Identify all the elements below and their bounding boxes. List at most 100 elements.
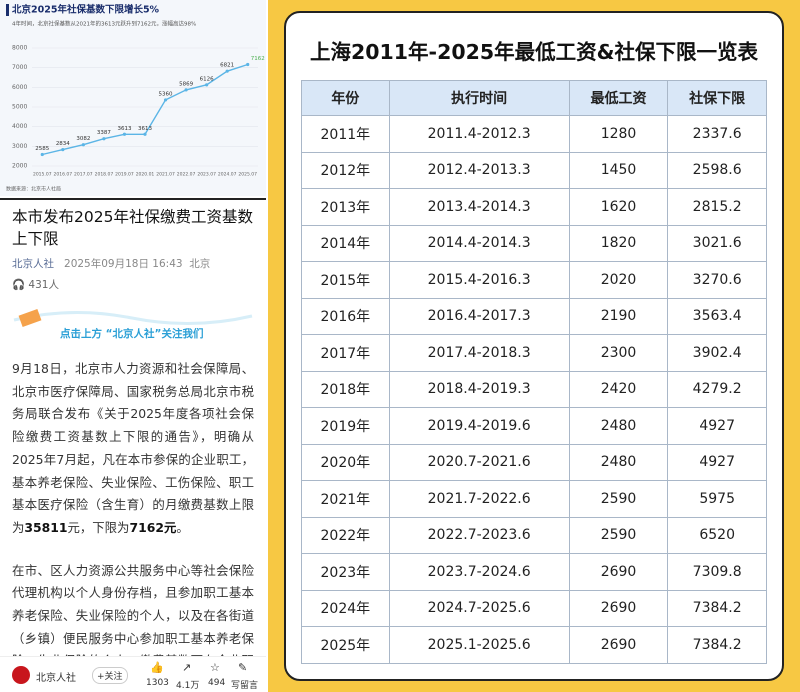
data-label: 2585: [35, 146, 49, 152]
table-cell: 2013年: [301, 188, 390, 226]
follow-button[interactable]: +关注: [92, 667, 128, 684]
table-cell: 2022.7-2023.6: [388, 516, 570, 554]
table-cell: 2300: [568, 334, 669, 372]
table-cell: 2021年: [301, 480, 390, 518]
bold-run: 35811: [24, 519, 68, 535]
table-cell: 2025年: [301, 626, 390, 664]
bold-run: 7162元: [129, 519, 177, 535]
data-label: 3613: [138, 126, 152, 132]
table-cell: 7384.2: [667, 589, 767, 627]
point: [205, 83, 209, 87]
data-label: 3613: [117, 126, 131, 132]
left-panel: 北京2025年社保基数下限增长5% 4年时间，北京社保基数从2021年的3613…: [0, 0, 266, 692]
table-cell: 2014年: [301, 224, 390, 262]
table-row: 2015年 2015.4-2016.3 2020 3270.6: [301, 261, 767, 299]
table: 年份 执行时间 最低工资 社保下限 2011年 2011.4-2012.3 1280 2337…: [301, 80, 767, 664]
y-tick-label: 4000: [12, 123, 27, 130]
table-row: 2019年 2019.4-2019.6 2480 4927: [301, 407, 767, 445]
table-cell: 5975: [667, 480, 767, 518]
table-row: 2021年 2021.7-2022.6 2590 5975: [301, 480, 767, 518]
banner-art: [13, 308, 253, 328]
table-cell: 2022年: [301, 516, 390, 554]
table-cell: 3563.4: [667, 297, 767, 335]
x-tick-label: 2015.07: [33, 172, 52, 178]
comment-button[interactable]: 写留言: [231, 681, 259, 691]
table-cell: 2018.4-2019.3: [388, 370, 570, 408]
paragraph: 在市、区人力资源公共服务中心等社会保险代理机构以个人身份存档，且参加职工基本养老…: [12, 562, 254, 658]
article-title: 本市发布2025年社保缴费工资基数上下限: [12, 208, 253, 248]
table-cell: 3902.4: [667, 334, 767, 372]
table-cell: 2020.7-2021.6: [388, 443, 570, 481]
table-row: 2025年 2025.1-2025.6 2690 7384.2: [301, 626, 767, 664]
chart-subtitle: 4年时间，北京社保基数从2021年的3613元跃升到7162元，涨幅高达98%: [12, 20, 196, 28]
table-cell: 2690: [568, 553, 669, 591]
right-panel: 上海2011年-2025年最低工资&社保下限一览表 年份 执行时间 最低工资 社保下限…: [268, 0, 800, 692]
point: [61, 147, 65, 152]
table-cell: 2019.4-2019.6: [388, 407, 570, 445]
like-count[interactable]: 1303: [146, 678, 169, 688]
table-cell: 1280: [568, 115, 669, 153]
table-row: 2022年 2022.7-2023.6 2590 6520: [301, 516, 767, 554]
favorite-count[interactable]: 494: [208, 678, 226, 688]
x-tick-label: 2025.07: [238, 172, 257, 178]
table-cell: 2024年: [301, 589, 390, 627]
table-cell: 2023.7-2024.6: [388, 553, 570, 591]
table-title: 上海2011年-2025年最低工资&社保下限一览表: [310, 40, 758, 64]
data-label: 7162: [251, 56, 265, 62]
banner: 点击上方 “北京人社”关注我们: [12, 302, 254, 346]
table-cell: 2480: [568, 443, 669, 481]
table-cell: 7309.8: [667, 553, 767, 591]
table-cell: 2024.7-2025.6: [388, 589, 570, 627]
chart-source: 数据来源：北京市人社局: [6, 186, 61, 193]
table-cell: 1620: [568, 188, 669, 226]
table-cell: 6520: [667, 516, 767, 554]
table-cell: 2590: [568, 480, 669, 518]
table-row: 2013年 2013.4-2014.3 1620 2815.2: [301, 188, 767, 226]
y-tick-label: 7000: [12, 64, 27, 71]
text-run: 。: [176, 519, 189, 535]
table-cell: 2016.4-2017.3: [388, 297, 570, 335]
table-cell: 1820: [568, 224, 669, 262]
table-row: 2014年 2014.4-2014.3 1820 3021.6: [301, 224, 767, 262]
article-meta: 北京人社 2025年09月18日 16:43 北京: [12, 256, 254, 271]
listeners: 431人: [28, 279, 59, 291]
data-label: 2834: [56, 141, 70, 147]
paragraph: 9月18日，北京市人力资源和社会保障局、北京市医疗保障局、国家税务总局北京市税务…: [12, 358, 254, 540]
point: [246, 62, 250, 67]
table-row: 2024年 2024.7-2025.6 2690 7384.2: [301, 589, 767, 627]
y-tick-label: 5000: [12, 104, 27, 111]
table-cell: 2014.4-2014.3: [388, 224, 570, 262]
table-cell: 2019年: [301, 407, 390, 445]
banner-text[interactable]: 点击上方 “北京人社”关注我们: [60, 328, 204, 340]
listen-count[interactable]: 🎧 431人: [12, 279, 59, 291]
table-cell: 2690: [568, 626, 669, 664]
icon: ☆: [210, 661, 220, 674]
table-row: 2011年 2011.4-2012.3 1280 2337.6: [301, 115, 767, 153]
x-tick-label: 2017.07: [74, 172, 93, 178]
share-count[interactable]: 4.1万: [176, 681, 200, 691]
data-label: 5869: [179, 81, 193, 87]
author[interactable]: 北京人社: [12, 258, 54, 270]
table-row: 2023年 2023.7-2024.6 2690 7309.8: [301, 553, 767, 591]
avatar[interactable]: [12, 666, 30, 684]
icon: ↗: [182, 661, 192, 674]
x-tick-label: 2016.07: [54, 172, 73, 178]
table-cell: 2012年: [301, 151, 390, 189]
icon: 👍: [150, 661, 164, 674]
table-cell: 2017.4-2018.3: [388, 334, 570, 372]
x-tick-label: 2024.07: [218, 172, 237, 178]
table-cell: 2012.4-2013.3: [388, 151, 570, 189]
data-label: 6126: [200, 76, 214, 82]
chart: 北京2025年社保基数下限增长5% 4年时间，北京社保基数从2021年的3613…: [0, 0, 266, 196]
table-cell: 2690: [568, 589, 669, 627]
x-tick-label: 2020.01: [136, 172, 155, 178]
account[interactable]: 北京人社: [36, 673, 76, 684]
header-cell: 社保下限: [667, 80, 767, 116]
table-row: 2017年 2017.4-2018.3 2300 3902.4: [301, 334, 767, 372]
y-tick-label: 8000: [12, 45, 27, 52]
point: [102, 137, 106, 141]
data-label: 3082: [76, 136, 90, 142]
table-cell: 2016年: [301, 297, 390, 335]
text-run: 元，下限为: [67, 519, 130, 535]
